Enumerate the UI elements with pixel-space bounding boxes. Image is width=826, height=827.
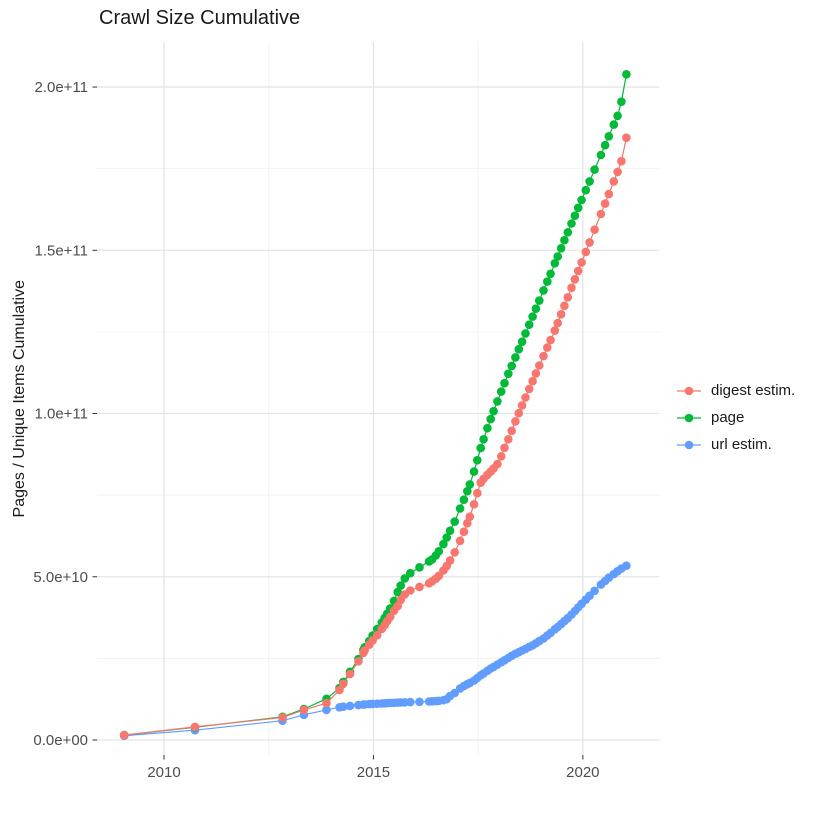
legend-key-dot: [684, 413, 694, 422]
legend-item-page: page: [676, 409, 795, 426]
series-line-digest-estim: [124, 137, 627, 736]
legend-key-dot: [684, 440, 694, 449]
y-tick-label: 1.5e+11: [34, 242, 88, 259]
y-tick-label: 0.0e+00: [33, 732, 88, 749]
series-url-estim: [119, 561, 631, 740]
legend: digest estim. page url estim.: [676, 382, 795, 453]
y-tick-label: 5.0e+10: [33, 569, 88, 586]
legend-key-url-estim: [677, 440, 701, 449]
legend-item-url-estim: url estim.: [676, 436, 795, 453]
x-axis: 2010 2015 2020: [147, 755, 600, 781]
x-tick-label: 2015: [357, 764, 390, 781]
legend-key-page: [677, 413, 701, 422]
gridlines-major: [97, 42, 660, 755]
gridlines-minor: [97, 42, 660, 755]
legend-item-digest-estim: digest estim.: [676, 382, 795, 399]
legend-key-dot: [684, 386, 694, 395]
legend-label-url-estim: url estim.: [711, 436, 772, 453]
x-tick-label: 2020: [566, 764, 599, 781]
y-tick-label: 2.0e+11: [34, 79, 88, 96]
legend-label-digest-estim: digest estim.: [711, 382, 796, 399]
series-digest-estim: [119, 133, 631, 740]
legend-label-page: page: [711, 409, 745, 426]
y-axis: 0.0e+00 5.0e+10 1.0e+11 1.5e+11 2.0e+11: [33, 79, 97, 749]
legend-key-digest-estim: [677, 386, 701, 395]
x-tick-label: 2010: [147, 764, 180, 781]
series-line-url-estim: [124, 565, 627, 737]
y-axis-title: Pages / Unique Items Cumulative: [11, 279, 28, 518]
y-tick-label: 1.0e+11: [34, 406, 88, 423]
chart-title: Crawl Size Cumulative: [99, 7, 301, 29]
